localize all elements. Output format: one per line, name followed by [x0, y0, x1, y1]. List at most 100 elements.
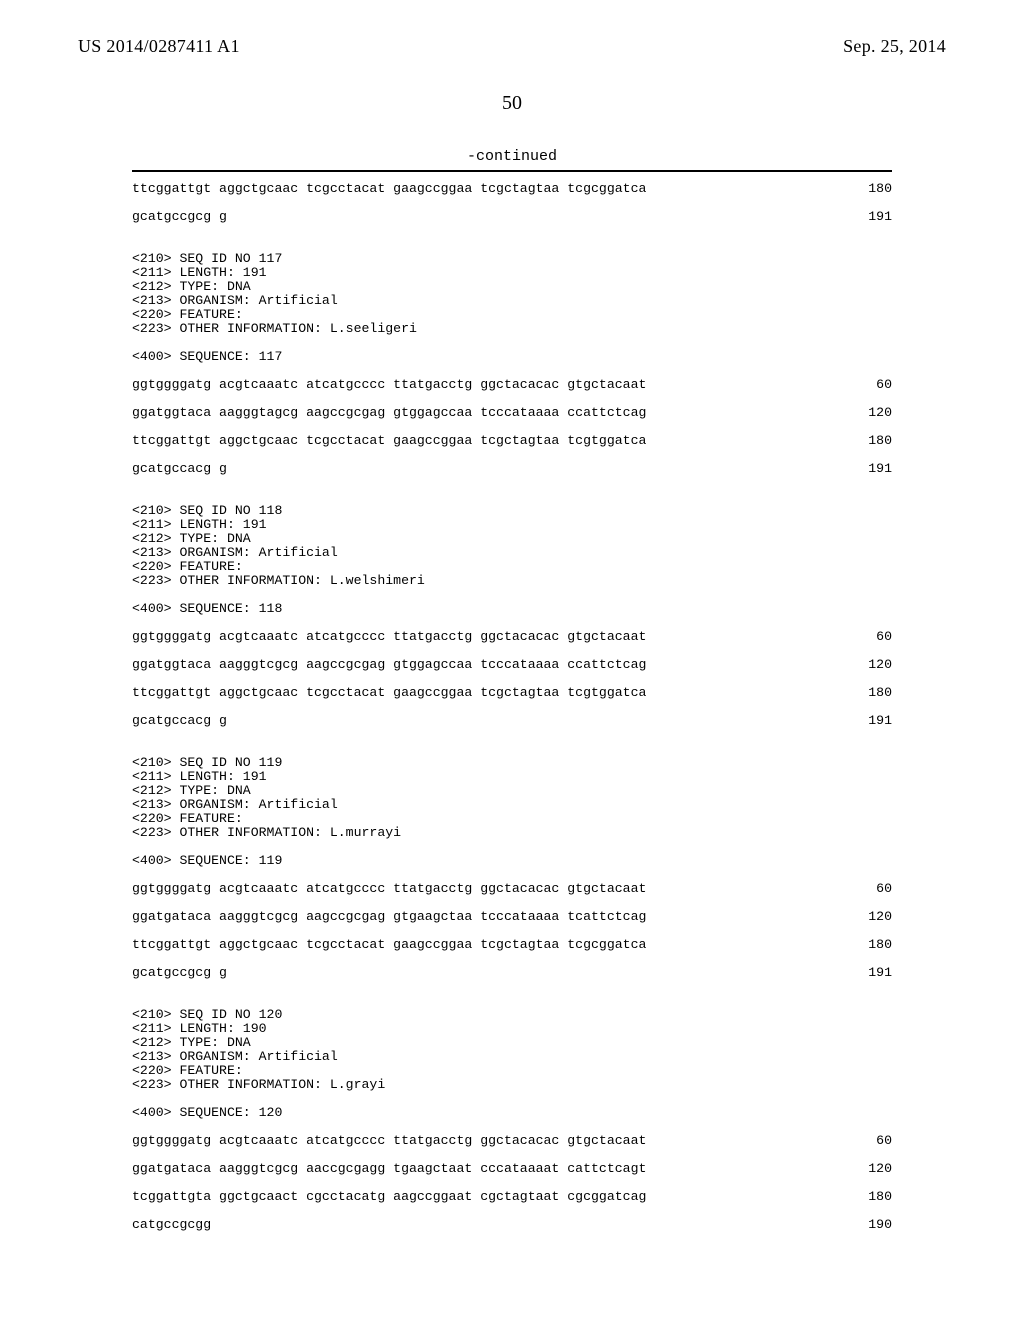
sequence-line: ggatgataca aagggtcgcg aagccgcgag gtgaagc…	[132, 910, 892, 924]
sequence-text: ggatgataca aagggtcgcg aaccgcgagg tgaagct…	[132, 1162, 646, 1176]
page-number: 50	[0, 92, 1024, 115]
meta-line: <212> TYPE: DNA	[132, 532, 892, 546]
sequence-text: ggatggtaca aagggtagcg aagccgcgag gtggagc…	[132, 406, 646, 420]
publication-date: Sep. 25, 2014	[843, 36, 946, 57]
meta-line: <220> FEATURE:	[132, 812, 892, 826]
sequence-listing: ttcggattgt aggctgcaac tcgcctacat gaagccg…	[132, 182, 892, 1232]
sequence-line: catgccgcgg190	[132, 1218, 892, 1232]
meta-line: <220> FEATURE:	[132, 560, 892, 574]
meta-line: <211> LENGTH: 190	[132, 1022, 892, 1036]
meta-line: <210> SEQ ID NO 117	[132, 252, 892, 266]
sequence-line: gcatgccacg g 191	[132, 714, 892, 728]
meta-line: <212> TYPE: DNA	[132, 280, 892, 294]
sequence-position: 180	[852, 938, 892, 952]
horizontal-rule	[132, 170, 892, 172]
blank-line	[132, 644, 892, 658]
sequence-text: ggatgataca aagggtcgcg aagccgcgag gtgaagc…	[132, 910, 646, 924]
sequence-position: 180	[852, 1190, 892, 1204]
sequence-text: gcatgccgcg g	[132, 210, 227, 224]
sequence-line: tcggattgta ggctgcaact cgcctacatg aagccgg…	[132, 1190, 892, 1204]
blank-line	[132, 448, 892, 462]
blank-line	[132, 1176, 892, 1190]
blank-line	[132, 224, 892, 238]
meta-line: <213> ORGANISM: Artificial	[132, 798, 892, 812]
sequence-line: gcatgccacg g 191	[132, 462, 892, 476]
publication-number: US 2014/0287411 A1	[78, 36, 240, 57]
sequence-line: ttcggattgt aggctgcaac tcgcctacat gaagccg…	[132, 434, 892, 448]
blank-line	[132, 588, 892, 602]
sequence-text: gcatgccacg g	[132, 462, 227, 476]
blank-line	[132, 476, 892, 490]
blank-line	[132, 840, 892, 854]
blank-line	[132, 728, 892, 742]
blank-line	[132, 672, 892, 686]
blank-line	[132, 924, 892, 938]
sequence-text: gcatgccacg g	[132, 714, 227, 728]
blank-line	[132, 336, 892, 350]
sequence-line: ggtggggatg acgtcaaatc atcatgcccc ttatgac…	[132, 630, 892, 644]
sequence-line: ggtggggatg acgtcaaatc atcatgcccc ttatgac…	[132, 882, 892, 896]
sequence-line: ttcggattgt aggctgcaac tcgcctacat gaagccg…	[132, 182, 892, 196]
sequence-position: 120	[852, 406, 892, 420]
meta-line: <220> FEATURE:	[132, 1064, 892, 1078]
blank-line	[132, 238, 892, 252]
sequence-position: 120	[852, 1162, 892, 1176]
sequence-position: 60	[852, 378, 892, 392]
meta-line: <211> LENGTH: 191	[132, 266, 892, 280]
blank-line	[132, 952, 892, 966]
meta-line: <220> FEATURE:	[132, 308, 892, 322]
sequence-text: ggtggggatg acgtcaaatc atcatgcccc ttatgac…	[132, 882, 646, 896]
sequence-position: 120	[852, 658, 892, 672]
sequence-position: 191	[852, 714, 892, 728]
sequence-text: ttcggattgt aggctgcaac tcgcctacat gaagccg…	[132, 938, 646, 952]
meta-line: <211> LENGTH: 191	[132, 770, 892, 784]
sequence-text: ggtggggatg acgtcaaatc atcatgcccc ttatgac…	[132, 630, 646, 644]
meta-line: <213> ORGANISM: Artificial	[132, 546, 892, 560]
page: US 2014/0287411 A1 Sep. 25, 2014 50 -con…	[0, 0, 1024, 1320]
sequence-position: 191	[852, 462, 892, 476]
sequence-line: ttcggattgt aggctgcaac tcgcctacat gaagccg…	[132, 686, 892, 700]
sequence-line: ggtggggatg acgtcaaatc atcatgcccc ttatgac…	[132, 1134, 892, 1148]
sequence-position: 180	[852, 434, 892, 448]
meta-line: <210> SEQ ID NO 118	[132, 504, 892, 518]
sequence-line: gcatgccgcg g191	[132, 966, 892, 980]
meta-line: <213> ORGANISM: Artificial	[132, 294, 892, 308]
sequence-position: 60	[852, 882, 892, 896]
sequence-text: ttcggattgt aggctgcaac tcgcctacat gaagccg…	[132, 434, 646, 448]
meta-line: <210> SEQ ID NO 119	[132, 756, 892, 770]
meta-line: <223> OTHER INFORMATION: L.grayi	[132, 1078, 892, 1092]
page-header: US 2014/0287411 A1 Sep. 25, 2014	[0, 36, 1024, 57]
sequence-line: ggatggtaca aagggtagcg aagccgcgag gtggagc…	[132, 406, 892, 420]
sequence-line: ggatggtaca aagggtcgcg aagccgcgag gtggagc…	[132, 658, 892, 672]
meta-line: <223> OTHER INFORMATION: L.welshimeri	[132, 574, 892, 588]
meta-line: <400> SEQUENCE: 120	[132, 1106, 892, 1120]
sequence-position: 191	[852, 210, 892, 224]
blank-line	[132, 868, 892, 882]
blank-line	[132, 1092, 892, 1106]
sequence-position: 120	[852, 910, 892, 924]
meta-line: <223> OTHER INFORMATION: L.seeligeri	[132, 322, 892, 336]
meta-line: <400> SEQUENCE: 117	[132, 350, 892, 364]
continued-label: -continued	[0, 148, 1024, 165]
meta-line: <213> ORGANISM: Artificial	[132, 1050, 892, 1064]
sequence-text: tcggattgta ggctgcaact cgcctacatg aagccgg…	[132, 1190, 646, 1204]
sequence-position: 180	[852, 686, 892, 700]
blank-line	[132, 420, 892, 434]
sequence-line: ggtggggatg acgtcaaatc atcatgcccc ttatgac…	[132, 378, 892, 392]
sequence-text: ggatggtaca aagggtcgcg aagccgcgag gtggagc…	[132, 658, 646, 672]
meta-line: <400> SEQUENCE: 118	[132, 602, 892, 616]
meta-line: <212> TYPE: DNA	[132, 1036, 892, 1050]
meta-line: <212> TYPE: DNA	[132, 784, 892, 798]
sequence-text: ggtggggatg acgtcaaatc atcatgcccc ttatgac…	[132, 378, 646, 392]
sequence-line: gcatgccgcg g 191	[132, 210, 892, 224]
sequence-line: ggatgataca aagggtcgcg aaccgcgagg tgaagct…	[132, 1162, 892, 1176]
meta-line: <210> SEQ ID NO 120	[132, 1008, 892, 1022]
blank-line	[132, 700, 892, 714]
meta-line: <211> LENGTH: 191	[132, 518, 892, 532]
blank-line	[132, 980, 892, 994]
blank-line	[132, 1120, 892, 1134]
blank-line	[132, 364, 892, 378]
sequence-text: ggtggggatg acgtcaaatc atcatgcccc ttatgac…	[132, 1134, 646, 1148]
blank-line	[132, 742, 892, 756]
blank-line	[132, 196, 892, 210]
